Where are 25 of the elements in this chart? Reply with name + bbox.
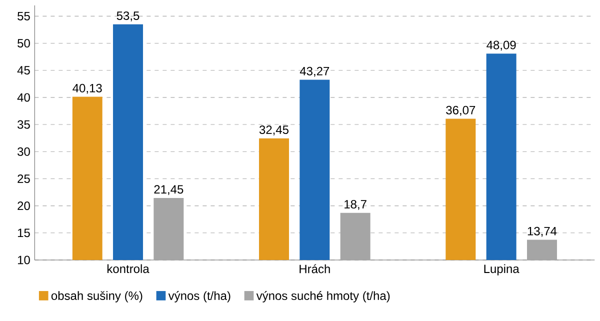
y-tick-label: 50 (18, 39, 30, 48)
y-tick-label: 45 (17, 66, 30, 75)
y-tick-label: 20 (18, 202, 30, 210)
data-label: 43,27 (300, 66, 330, 77)
y-tick-label: 25 (18, 174, 30, 183)
y-tick-label: 10 (18, 256, 30, 264)
data-label: 32,45 (259, 125, 289, 136)
x-tick-label: Lupina (484, 264, 520, 276)
data-label: 18,7 (344, 200, 366, 210)
data-label: 13,74 (528, 226, 557, 237)
y-tick-label: 40 (17, 93, 30, 102)
data-label: 21,45 (154, 185, 184, 196)
y-tick-label: 35 (18, 120, 30, 129)
x-tick-label: kontrola (107, 264, 150, 274)
data-label: 40,13 (72, 84, 102, 94)
y-tick-label: 55 (18, 12, 30, 20)
data-label: 53,5 (116, 11, 140, 22)
x-tick-label: Hrách (300, 264, 330, 274)
legend-label: výnos (t/ha) (168, 291, 230, 302)
legend-label: obsah sušiny (%) (51, 291, 142, 302)
data-label: 36,07 (446, 106, 476, 116)
y-tick-label: 15 (18, 228, 30, 238)
y-tick-label: 30 (18, 147, 30, 156)
legend-label: výnos suché hmoty (t/ha) (256, 291, 390, 302)
data-label: 48,09 (486, 40, 516, 51)
